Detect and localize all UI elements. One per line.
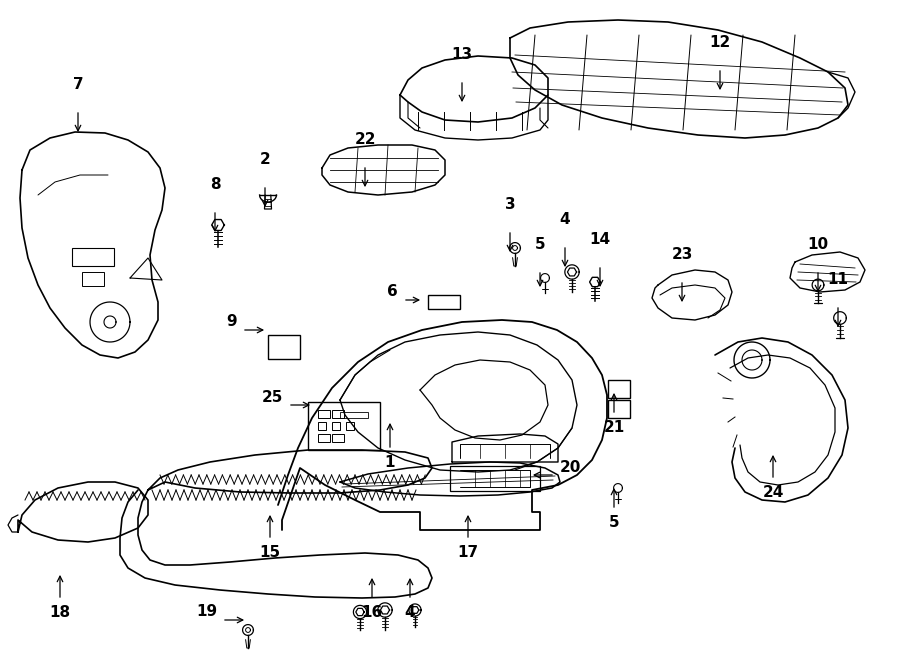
Text: 10: 10 (807, 237, 829, 252)
Text: 14: 14 (590, 232, 610, 247)
Bar (82, 272, 104, 286)
Bar (332, 410, 344, 418)
Text: 24: 24 (762, 485, 784, 500)
Text: 21: 21 (603, 420, 625, 435)
Bar (450, 466, 540, 491)
Bar (608, 400, 630, 418)
Text: 20: 20 (560, 459, 581, 475)
Text: 18: 18 (50, 605, 70, 620)
Text: 17: 17 (457, 545, 479, 560)
Text: 4: 4 (405, 605, 415, 620)
Bar (332, 434, 344, 442)
Bar (428, 295, 460, 309)
Text: 5: 5 (608, 515, 619, 530)
Text: 13: 13 (452, 47, 472, 62)
Bar (72, 248, 114, 266)
Text: 25: 25 (262, 389, 283, 405)
Text: 8: 8 (210, 177, 220, 192)
Bar (318, 410, 330, 418)
Bar (268, 335, 300, 359)
Text: 5: 5 (535, 237, 545, 252)
Text: 3: 3 (505, 197, 516, 212)
Text: 1: 1 (385, 455, 395, 470)
Text: 12: 12 (709, 35, 731, 50)
Text: 7: 7 (73, 77, 84, 92)
Text: 23: 23 (671, 247, 693, 262)
Bar (332, 422, 340, 430)
Bar (318, 434, 330, 442)
Text: 16: 16 (362, 605, 382, 620)
Bar (346, 422, 354, 430)
Bar (608, 380, 630, 398)
Text: 2: 2 (259, 152, 270, 167)
Text: 22: 22 (355, 132, 376, 147)
Text: 15: 15 (259, 545, 281, 560)
Text: 9: 9 (227, 315, 237, 329)
Bar (318, 422, 326, 430)
Text: 4: 4 (560, 212, 571, 227)
Bar (340, 412, 368, 418)
Bar (308, 402, 380, 450)
Text: 19: 19 (196, 605, 217, 619)
Text: 6: 6 (387, 284, 398, 299)
Text: 11: 11 (827, 272, 849, 287)
